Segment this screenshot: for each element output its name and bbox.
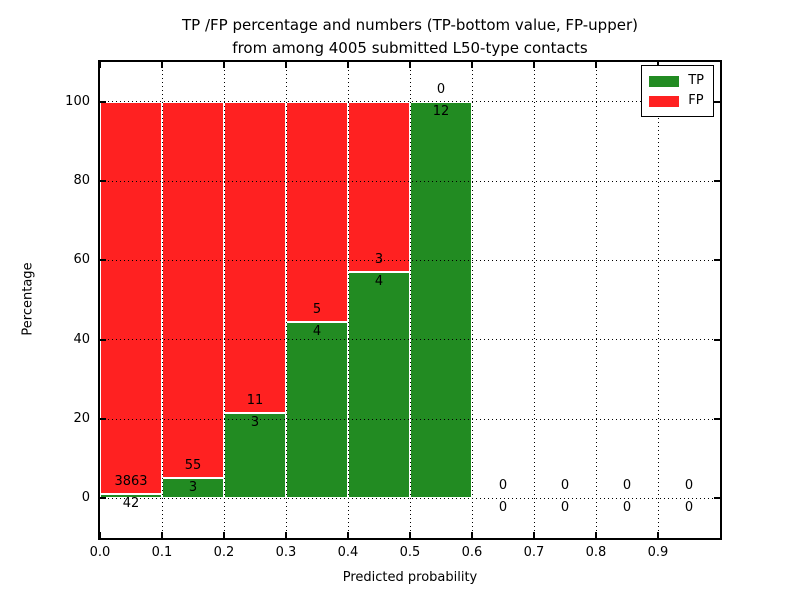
gridline-x-0.9 xyxy=(657,62,659,538)
xtick-mark-top-0.2 xyxy=(223,62,225,68)
xtick-label-0.7: 0.7 xyxy=(523,545,545,560)
legend-label-tp: TP xyxy=(688,73,704,88)
xtick-label-0.6: 0.6 xyxy=(461,545,483,560)
legend-swatch-fp-icon xyxy=(649,95,680,107)
ytick-mark-left-60 xyxy=(100,259,106,262)
xtick-mark-top-0.3 xyxy=(285,62,287,68)
count-label-fp-1: 55 xyxy=(184,457,202,473)
xtick-mark-top-0.1 xyxy=(161,62,163,68)
count-label-tp-4: 4 xyxy=(374,273,384,289)
ytick-mark-right-40 xyxy=(714,338,720,341)
chart-title: TP /FP percentage and numbers (TP-bottom… xyxy=(90,14,730,60)
xtick-mark-top-0 xyxy=(99,62,101,68)
bar-fp-2 xyxy=(224,101,286,414)
gridline-x-0.5 xyxy=(409,62,411,538)
count-label-tp-2: 3 xyxy=(250,415,260,431)
ytick-mark-right-0 xyxy=(714,497,720,500)
ytick-label-0: 0 xyxy=(81,490,90,506)
count-label-tp-7: 0 xyxy=(560,500,570,516)
count-label-tp-9: 0 xyxy=(684,500,694,516)
xtick-mark-bottom-0.1 xyxy=(161,532,163,538)
legend-label-fp: FP xyxy=(688,93,704,108)
gridline-x-0.7 xyxy=(533,62,535,538)
count-label-fp-8: 0 xyxy=(622,478,632,494)
xtick-mark-bottom-0.5 xyxy=(409,532,411,538)
xtick-mark-bottom-0.4 xyxy=(347,532,349,538)
xtick-mark-bottom-0 xyxy=(99,532,101,538)
ytick-label-80: 80 xyxy=(73,173,90,188)
count-label-fp-4: 3 xyxy=(374,251,384,267)
ytick-mark-left-40 xyxy=(100,338,106,341)
chart-title-line2: from among 4005 submitted L50-type conta… xyxy=(232,39,588,57)
count-label-fp-0: 3863 xyxy=(114,474,148,490)
ytick-label-20: 20 xyxy=(73,411,90,426)
bar-tp-2 xyxy=(224,413,286,499)
bar-fp-3 xyxy=(286,101,348,323)
ytick-mark-right-60 xyxy=(714,259,720,262)
xtick-label-0.3: 0.3 xyxy=(275,545,297,560)
y-axis-label: Percentage xyxy=(20,262,36,336)
ytick-mark-right-80 xyxy=(714,180,720,182)
ytick-label-60: 60 xyxy=(73,252,90,268)
xtick-mark-bottom-0.3 xyxy=(285,532,287,538)
count-label-tp-1: 3 xyxy=(188,479,198,495)
xtick-mark-bottom-0.2 xyxy=(223,532,225,538)
ytick-mark-left-20 xyxy=(100,418,106,420)
xtick-label-0.2: 0.2 xyxy=(213,545,235,560)
legend-entry-tp: TP xyxy=(649,71,704,91)
chart-title-line1: TP /FP percentage and numbers (TP-bottom… xyxy=(182,16,638,34)
xtick-mark-top-0.5 xyxy=(409,62,411,68)
count-label-fp-9: 0 xyxy=(684,478,694,494)
xtick-label-0.1: 0.1 xyxy=(151,545,173,560)
xtick-label-0.5: 0.5 xyxy=(399,545,421,560)
xtick-mark-top-0.4 xyxy=(347,62,349,68)
plot-area: TP FP 3863 42 55 3 11 3 5 4 3 4 0 12 0 0 0 0 0 0 0 0 xyxy=(98,60,722,540)
xtick-mark-top-0.6 xyxy=(471,62,473,68)
xtick-mark-bottom-0.6 xyxy=(471,532,473,538)
ytick-mark-left-0 xyxy=(100,497,106,500)
count-label-fp-3: 5 xyxy=(312,302,322,318)
count-label-tp-0: 42 xyxy=(122,496,140,512)
gridline-x-0.1 xyxy=(161,62,163,538)
xtick-mark-bottom-0.9 xyxy=(657,532,659,538)
ytick-label-40: 40 xyxy=(73,331,90,347)
ytick-mark-right-20 xyxy=(714,418,720,420)
count-label-tp-8: 0 xyxy=(622,500,632,516)
bar-fp-1 xyxy=(162,101,224,478)
xtick-label-0.0: 0.0 xyxy=(89,545,111,560)
ytick-mark-right-100 xyxy=(714,100,720,103)
bar-fp-0 xyxy=(100,101,162,495)
bar-tp-5 xyxy=(410,101,472,499)
xtick-mark-top-0.8 xyxy=(595,62,597,68)
ytick-mark-left-80 xyxy=(100,180,106,182)
gridline-x-0.6 xyxy=(471,62,473,538)
count-label-fp-6: 0 xyxy=(498,478,508,494)
bar-tp-3 xyxy=(286,322,348,499)
xtick-label-0.4: 0.4 xyxy=(337,545,359,560)
legend: TP FP xyxy=(641,65,714,117)
count-label-tp-6: 0 xyxy=(498,500,508,516)
count-label-tp-5: 12 xyxy=(432,103,450,119)
count-label-fp-5: 0 xyxy=(436,81,446,97)
gridline-x-0.4 xyxy=(347,62,349,538)
count-label-tp-3: 4 xyxy=(312,324,322,340)
xtick-label-0.9: 0.9 xyxy=(647,545,669,560)
ytick-mark-left-100 xyxy=(100,100,106,103)
gridline-x-0.3 xyxy=(285,62,287,538)
xtick-mark-bottom-0.8 xyxy=(595,532,597,538)
xtick-mark-bottom-0.7 xyxy=(533,532,535,538)
xtick-mark-top-0.7 xyxy=(533,62,535,68)
x-axis-label: Predicted probability xyxy=(342,570,478,585)
gridline-x-0.8 xyxy=(595,62,597,538)
legend-swatch-tp-icon xyxy=(649,75,680,87)
gridline-x-0.2 xyxy=(223,62,225,538)
xtick-label-0.8: 0.8 xyxy=(585,545,607,560)
count-label-fp-7: 0 xyxy=(560,478,570,494)
bar-fp-4 xyxy=(348,101,410,272)
bar-tp-4 xyxy=(348,271,410,499)
legend-entry-fp: FP xyxy=(649,91,704,111)
ytick-label-100: 100 xyxy=(65,93,90,109)
count-label-fp-2: 11 xyxy=(246,393,264,409)
